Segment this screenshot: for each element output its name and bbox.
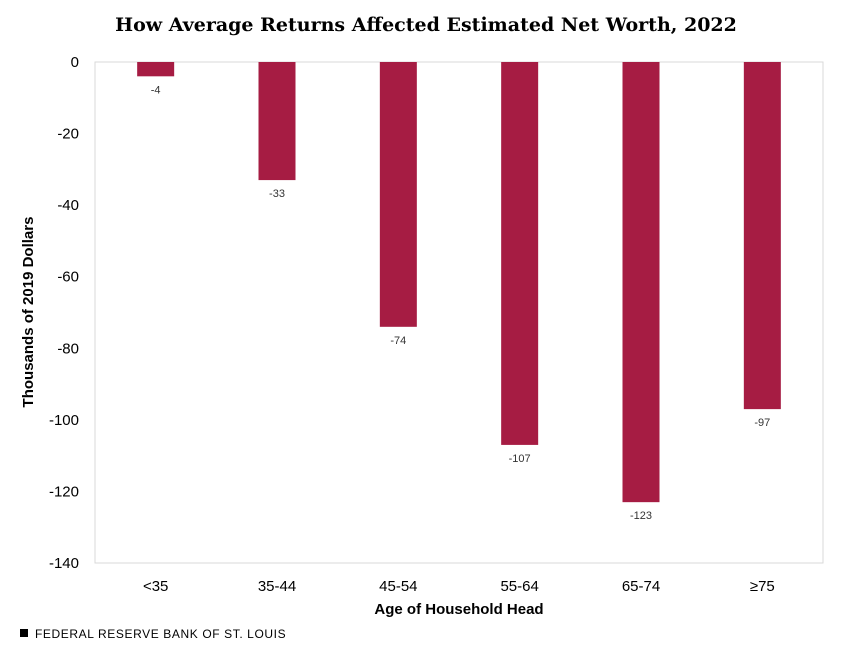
bar xyxy=(137,62,175,77)
data-label: -74 xyxy=(390,335,406,347)
x-axis: <35 35-44 45-54 55-64 65-74 ≥75 xyxy=(143,578,775,595)
plot-area xyxy=(94,61,824,564)
y-tick-label: -120 xyxy=(49,483,79,500)
source-credit: FEDERAL RESERVE BANK OF ST. LOUIS xyxy=(35,627,286,641)
bar xyxy=(501,62,539,445)
x-tick-label: 65-74 xyxy=(622,578,660,595)
source-square-icon xyxy=(20,629,28,637)
y-tick-label: -140 xyxy=(49,555,79,572)
data-label: -33 xyxy=(269,188,285,200)
y-axis: 0 -20 -40 -60 -80 -100 -120 -140 xyxy=(49,54,79,572)
y-tick-label: -80 xyxy=(57,340,79,357)
bar xyxy=(622,62,660,503)
x-tick-label: 35-44 xyxy=(258,578,296,595)
x-tick-label: <35 xyxy=(143,578,168,595)
bar xyxy=(743,62,781,410)
x-tick-label: 55-64 xyxy=(500,578,538,595)
data-label: -123 xyxy=(630,510,652,522)
y-tick-label: -100 xyxy=(49,412,79,429)
data-label: -97 xyxy=(754,417,770,429)
y-tick-label: -40 xyxy=(57,197,79,214)
data-label: -4 xyxy=(151,84,161,96)
x-tick-label: ≥75 xyxy=(750,578,775,595)
y-tick-label: -60 xyxy=(57,269,79,286)
x-axis-label: Age of Household Head xyxy=(374,601,543,618)
y-axis-label: Thousands of 2019 Dollars xyxy=(20,217,37,408)
bar xyxy=(379,62,417,327)
x-tick-label: 45-54 xyxy=(379,578,417,595)
data-label: -107 xyxy=(509,453,531,465)
chart-title: How Average Returns Affected Estimated N… xyxy=(115,14,737,36)
bars: -4 -33 -74 -107 -123 -97 xyxy=(137,62,781,522)
bar xyxy=(258,62,296,181)
y-tick-label: 0 xyxy=(71,54,79,71)
y-tick-label: -20 xyxy=(57,126,79,143)
